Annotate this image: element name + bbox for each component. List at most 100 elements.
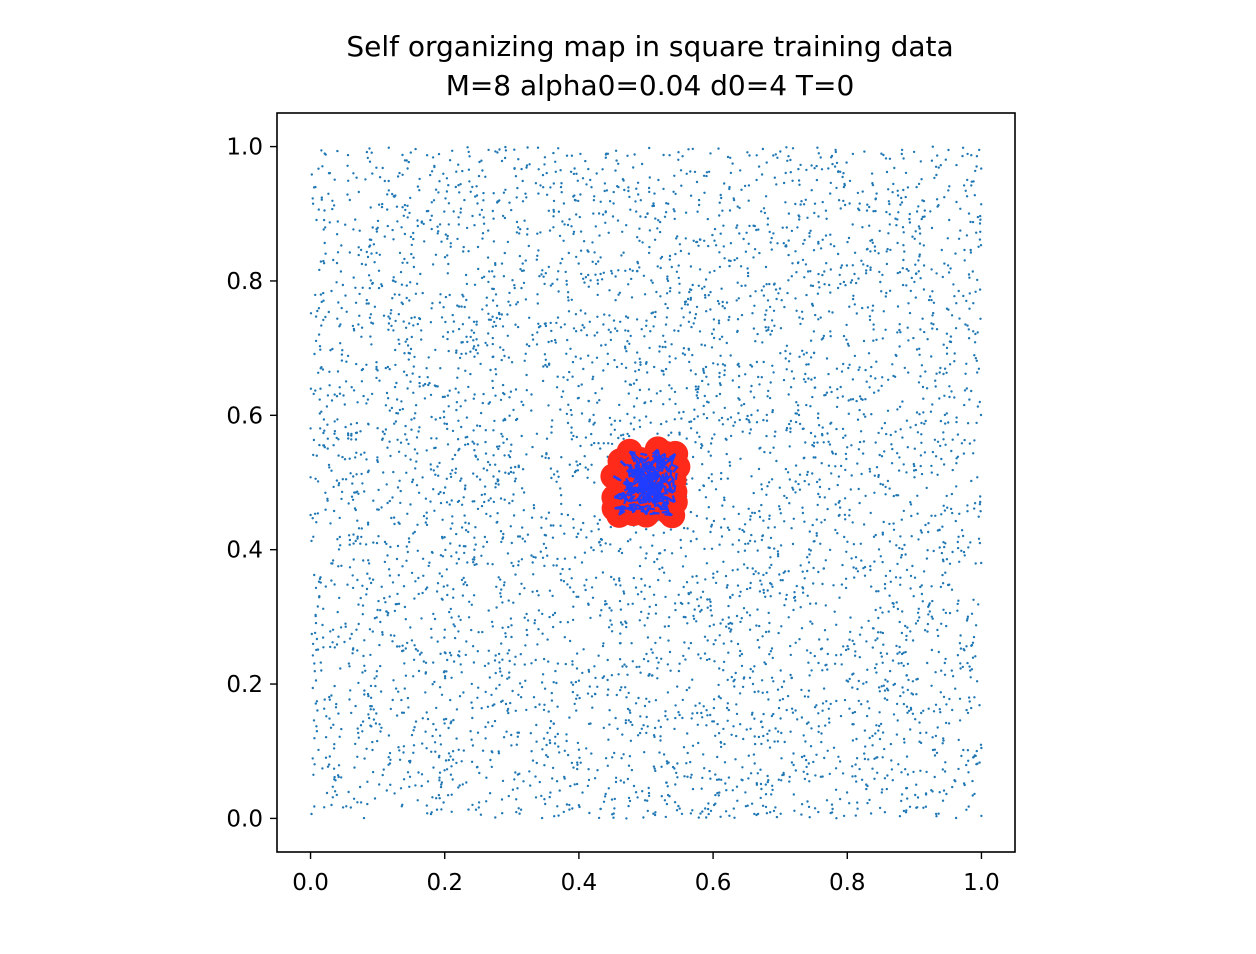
data-point xyxy=(516,735,519,738)
data-point xyxy=(817,424,821,427)
data-point xyxy=(583,551,587,554)
data-point xyxy=(340,306,343,310)
data-point xyxy=(865,714,869,718)
data-point xyxy=(398,645,401,648)
data-point xyxy=(362,816,366,820)
data-point xyxy=(322,299,325,302)
data-point xyxy=(764,783,767,786)
data-point xyxy=(360,262,364,266)
data-point xyxy=(851,639,854,642)
data-point xyxy=(537,322,540,325)
data-point xyxy=(689,369,693,372)
data-point xyxy=(513,286,516,290)
data-point xyxy=(898,328,901,332)
data-point xyxy=(851,775,854,778)
data-point xyxy=(506,240,510,244)
data-point xyxy=(337,565,340,568)
data-point xyxy=(681,602,684,606)
data-point xyxy=(932,549,935,553)
data-point xyxy=(460,760,463,763)
data-point xyxy=(895,733,899,736)
data-point xyxy=(692,239,695,242)
data-point xyxy=(608,723,611,726)
data-point xyxy=(479,411,483,415)
data-point xyxy=(332,723,335,726)
data-point xyxy=(842,436,845,439)
data-point xyxy=(440,535,444,539)
data-point xyxy=(377,286,381,290)
data-point xyxy=(617,549,621,553)
data-point xyxy=(896,305,900,308)
data-point xyxy=(449,472,452,475)
data-point xyxy=(735,257,739,260)
data-point xyxy=(912,469,916,472)
data-point xyxy=(570,298,573,301)
data-point xyxy=(546,755,549,759)
data-point xyxy=(437,756,441,759)
data-point xyxy=(396,438,399,441)
data-point xyxy=(920,178,923,181)
data-point xyxy=(866,668,869,671)
data-point xyxy=(738,594,741,598)
data-point xyxy=(362,394,365,398)
data-point xyxy=(809,356,813,359)
data-point xyxy=(463,488,467,491)
data-point xyxy=(566,421,570,425)
data-point xyxy=(454,467,458,470)
data-point xyxy=(449,542,452,545)
data-point xyxy=(542,542,546,546)
data-point xyxy=(917,270,920,273)
data-point xyxy=(578,503,582,507)
data-point xyxy=(508,671,511,674)
data-point xyxy=(581,177,585,180)
data-point xyxy=(450,616,453,619)
data-point xyxy=(735,299,738,302)
data-point xyxy=(467,150,470,154)
data-point xyxy=(695,514,699,518)
data-point xyxy=(491,379,494,383)
data-point xyxy=(944,422,947,425)
data-point xyxy=(710,437,714,440)
data-point xyxy=(632,428,636,431)
data-point xyxy=(430,214,433,217)
data-point xyxy=(686,622,689,625)
data-point xyxy=(494,262,497,265)
data-point xyxy=(395,205,399,208)
data-point xyxy=(950,390,953,393)
data-point xyxy=(826,432,829,435)
data-point xyxy=(487,229,490,232)
data-point xyxy=(327,310,330,314)
data-point xyxy=(444,295,448,299)
data-point xyxy=(808,816,811,819)
data-point xyxy=(905,568,909,572)
data-point xyxy=(450,676,453,679)
data-point xyxy=(874,377,877,380)
data-point xyxy=(918,616,921,619)
data-point xyxy=(712,318,716,321)
data-point xyxy=(365,302,368,305)
data-point xyxy=(620,757,623,760)
data-point xyxy=(410,571,414,575)
data-point xyxy=(673,418,676,421)
data-point xyxy=(789,171,792,174)
data-point xyxy=(446,593,449,597)
data-point xyxy=(452,588,455,591)
data-point xyxy=(582,277,585,280)
data-point xyxy=(885,210,888,214)
data-point xyxy=(694,704,697,707)
data-point xyxy=(805,293,808,297)
data-point xyxy=(749,428,752,431)
data-point xyxy=(685,437,688,440)
data-point xyxy=(335,702,338,706)
data-point xyxy=(502,191,506,194)
data-point xyxy=(600,344,603,347)
data-point xyxy=(843,535,846,539)
data-point xyxy=(926,661,929,665)
data-point xyxy=(913,237,916,240)
data-point xyxy=(481,169,484,172)
data-point xyxy=(608,709,611,712)
data-point xyxy=(567,299,570,302)
data-point xyxy=(725,452,728,456)
data-point xyxy=(473,563,476,567)
data-point xyxy=(689,540,693,543)
